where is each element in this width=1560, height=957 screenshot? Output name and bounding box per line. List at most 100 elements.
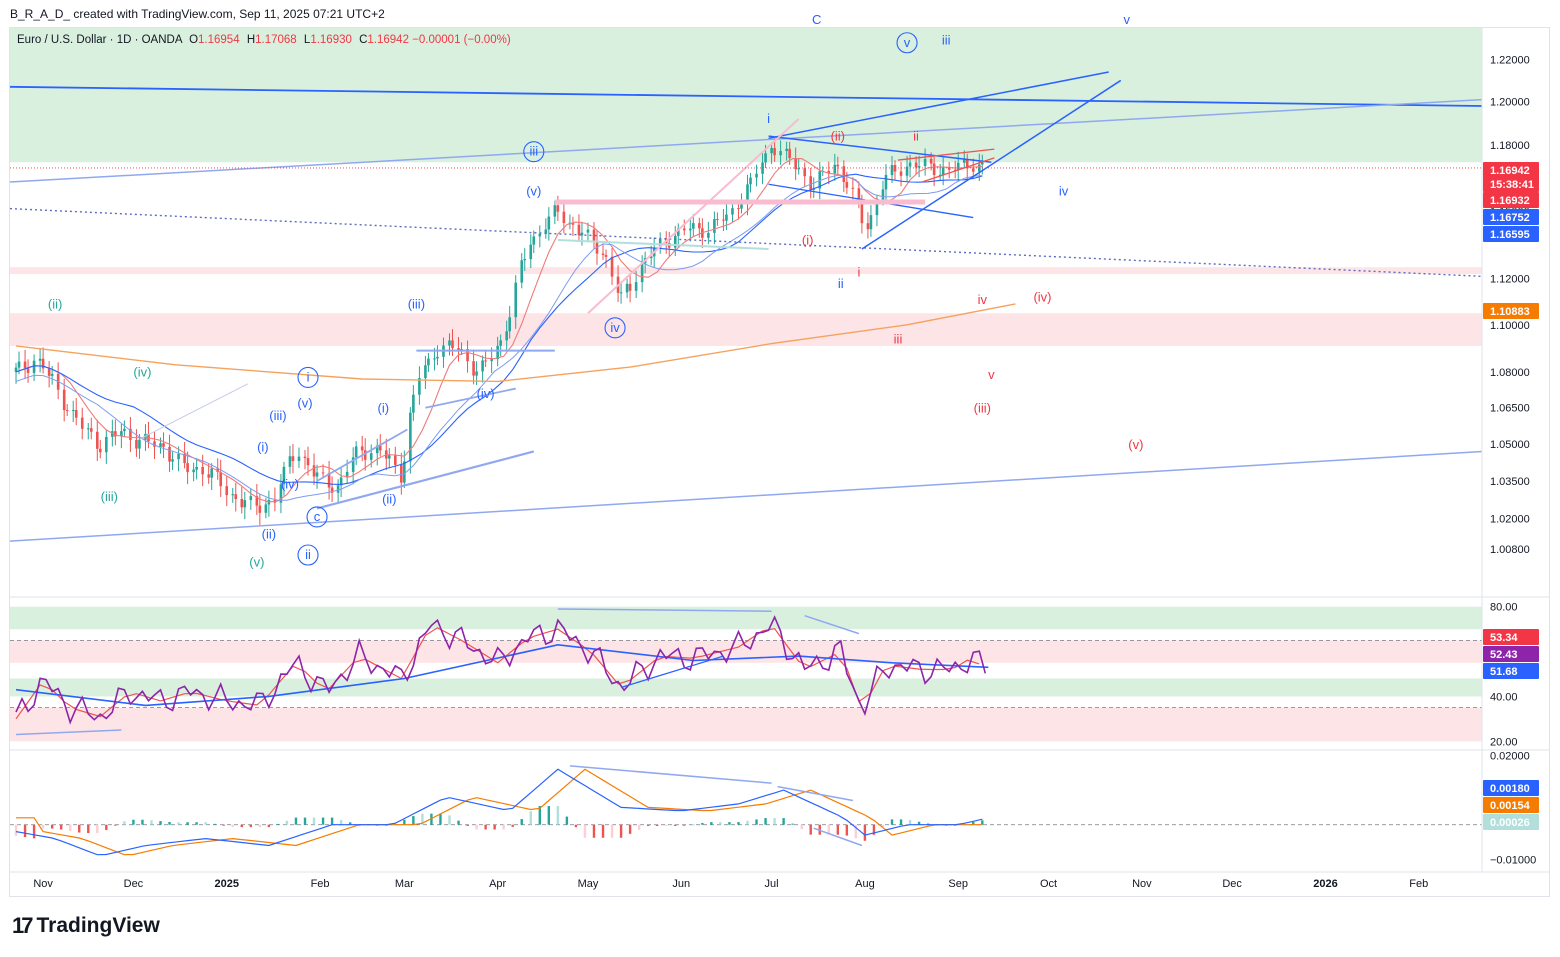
candle bbox=[65, 404, 69, 417]
wave-label: iv bbox=[978, 292, 988, 307]
candle bbox=[255, 484, 259, 515]
price-badge: 1.16752 bbox=[1483, 209, 1539, 225]
candle-body bbox=[981, 162, 984, 165]
macd-signal-line bbox=[16, 768, 983, 856]
macd-histogram-bar bbox=[800, 824, 803, 830]
candle-body bbox=[508, 317, 511, 332]
candle-body bbox=[499, 340, 502, 346]
macd-histogram-bar bbox=[466, 824, 469, 826]
candle-body bbox=[65, 410, 69, 412]
macd-histogram-bar bbox=[195, 822, 198, 825]
macd-histogram-bar bbox=[908, 819, 912, 825]
wave-label: v bbox=[1124, 12, 1131, 27]
candle-body bbox=[947, 167, 951, 170]
candle bbox=[923, 148, 927, 176]
wave-circle bbox=[604, 317, 626, 339]
macd-histogram-bar bbox=[32, 824, 36, 839]
candle-body bbox=[378, 445, 382, 451]
candle-body bbox=[409, 412, 412, 462]
triangle-upper-line bbox=[768, 135, 992, 164]
candle-body bbox=[258, 505, 262, 513]
candle-body bbox=[111, 431, 114, 437]
candle-body bbox=[857, 188, 861, 203]
candle-body bbox=[956, 162, 960, 171]
macd-histogram-bar bbox=[141, 819, 144, 825]
candle-body bbox=[448, 340, 451, 346]
candle-body bbox=[336, 485, 340, 493]
long-resistance-line bbox=[9, 85, 1483, 107]
symbol-legend[interactable]: Euro / U.S. Dollar · 1D · OANDA O1.16954… bbox=[17, 34, 511, 46]
macd-histogram-bar bbox=[186, 822, 189, 825]
macd-histogram-bar bbox=[917, 821, 921, 825]
macd-histogram-bar bbox=[881, 824, 885, 828]
candle bbox=[601, 243, 605, 260]
candle bbox=[162, 432, 165, 459]
candle bbox=[770, 142, 773, 165]
candle-body bbox=[50, 373, 54, 376]
macd-histogram-bar bbox=[764, 818, 767, 825]
candle-body bbox=[722, 219, 725, 221]
candle bbox=[427, 352, 430, 372]
candle bbox=[532, 230, 536, 254]
candle bbox=[692, 214, 695, 237]
price-badge: 1.16932 bbox=[1483, 192, 1539, 208]
candle bbox=[95, 419, 99, 462]
candle-body bbox=[881, 189, 885, 201]
candle bbox=[499, 334, 502, 357]
candle-body bbox=[932, 163, 936, 176]
candle-body bbox=[634, 282, 638, 291]
candle-body bbox=[207, 474, 210, 478]
candle-body bbox=[99, 448, 102, 453]
candle-body bbox=[312, 465, 316, 477]
candle-body bbox=[755, 173, 758, 178]
candle-body bbox=[264, 504, 268, 513]
macd-histogram-bar bbox=[321, 817, 325, 825]
candle-body bbox=[231, 494, 235, 496]
candle-body bbox=[363, 450, 367, 460]
candle-body bbox=[144, 433, 147, 440]
candle bbox=[523, 248, 527, 272]
macd-histogram-bar bbox=[285, 820, 289, 825]
candle bbox=[243, 491, 247, 520]
macd-histogram-bar bbox=[619, 824, 623, 838]
candle-body bbox=[833, 164, 837, 174]
candle-body bbox=[514, 282, 518, 318]
macd-histogram-bar bbox=[457, 820, 460, 825]
candle bbox=[171, 450, 174, 471]
tradingview-logo[interactable]: 17 TradingView bbox=[12, 913, 160, 939]
time-axis-tick: Sep bbox=[948, 878, 968, 890]
macd-histogram-bar bbox=[493, 824, 496, 830]
wave-label: iii bbox=[529, 144, 538, 159]
candle-body bbox=[625, 283, 629, 293]
candle bbox=[201, 454, 204, 487]
candle-body bbox=[297, 456, 301, 461]
candle-body bbox=[400, 464, 403, 483]
candle-body bbox=[168, 446, 171, 462]
macd-histogram-bar bbox=[150, 820, 153, 825]
macd-histogram-bar bbox=[50, 824, 54, 829]
candle bbox=[689, 217, 692, 242]
macd-histogram-bar bbox=[981, 820, 984, 825]
macd-histogram-bar bbox=[646, 824, 650, 826]
wave-label: (iii) bbox=[408, 297, 425, 312]
candle-body bbox=[457, 348, 460, 350]
candle bbox=[544, 218, 548, 239]
wave-circle bbox=[297, 544, 319, 566]
candle-body bbox=[682, 228, 686, 231]
macd-histogram-bar bbox=[348, 822, 352, 825]
candle-body bbox=[192, 469, 195, 473]
candle bbox=[676, 223, 680, 247]
candle-body bbox=[249, 496, 253, 501]
candle bbox=[625, 278, 629, 299]
candle-body bbox=[243, 500, 247, 508]
candle-body bbox=[692, 223, 695, 229]
candle-body bbox=[394, 455, 397, 465]
candle bbox=[866, 212, 870, 239]
open-value: 1.16954 bbox=[198, 34, 240, 46]
chart-frame[interactable] bbox=[9, 27, 1550, 897]
candle-body bbox=[159, 443, 162, 447]
candle bbox=[114, 419, 117, 446]
ma-mid-line bbox=[15, 174, 983, 501]
symbol-title[interactable]: Euro / U.S. Dollar · 1D · OANDA bbox=[17, 34, 182, 46]
